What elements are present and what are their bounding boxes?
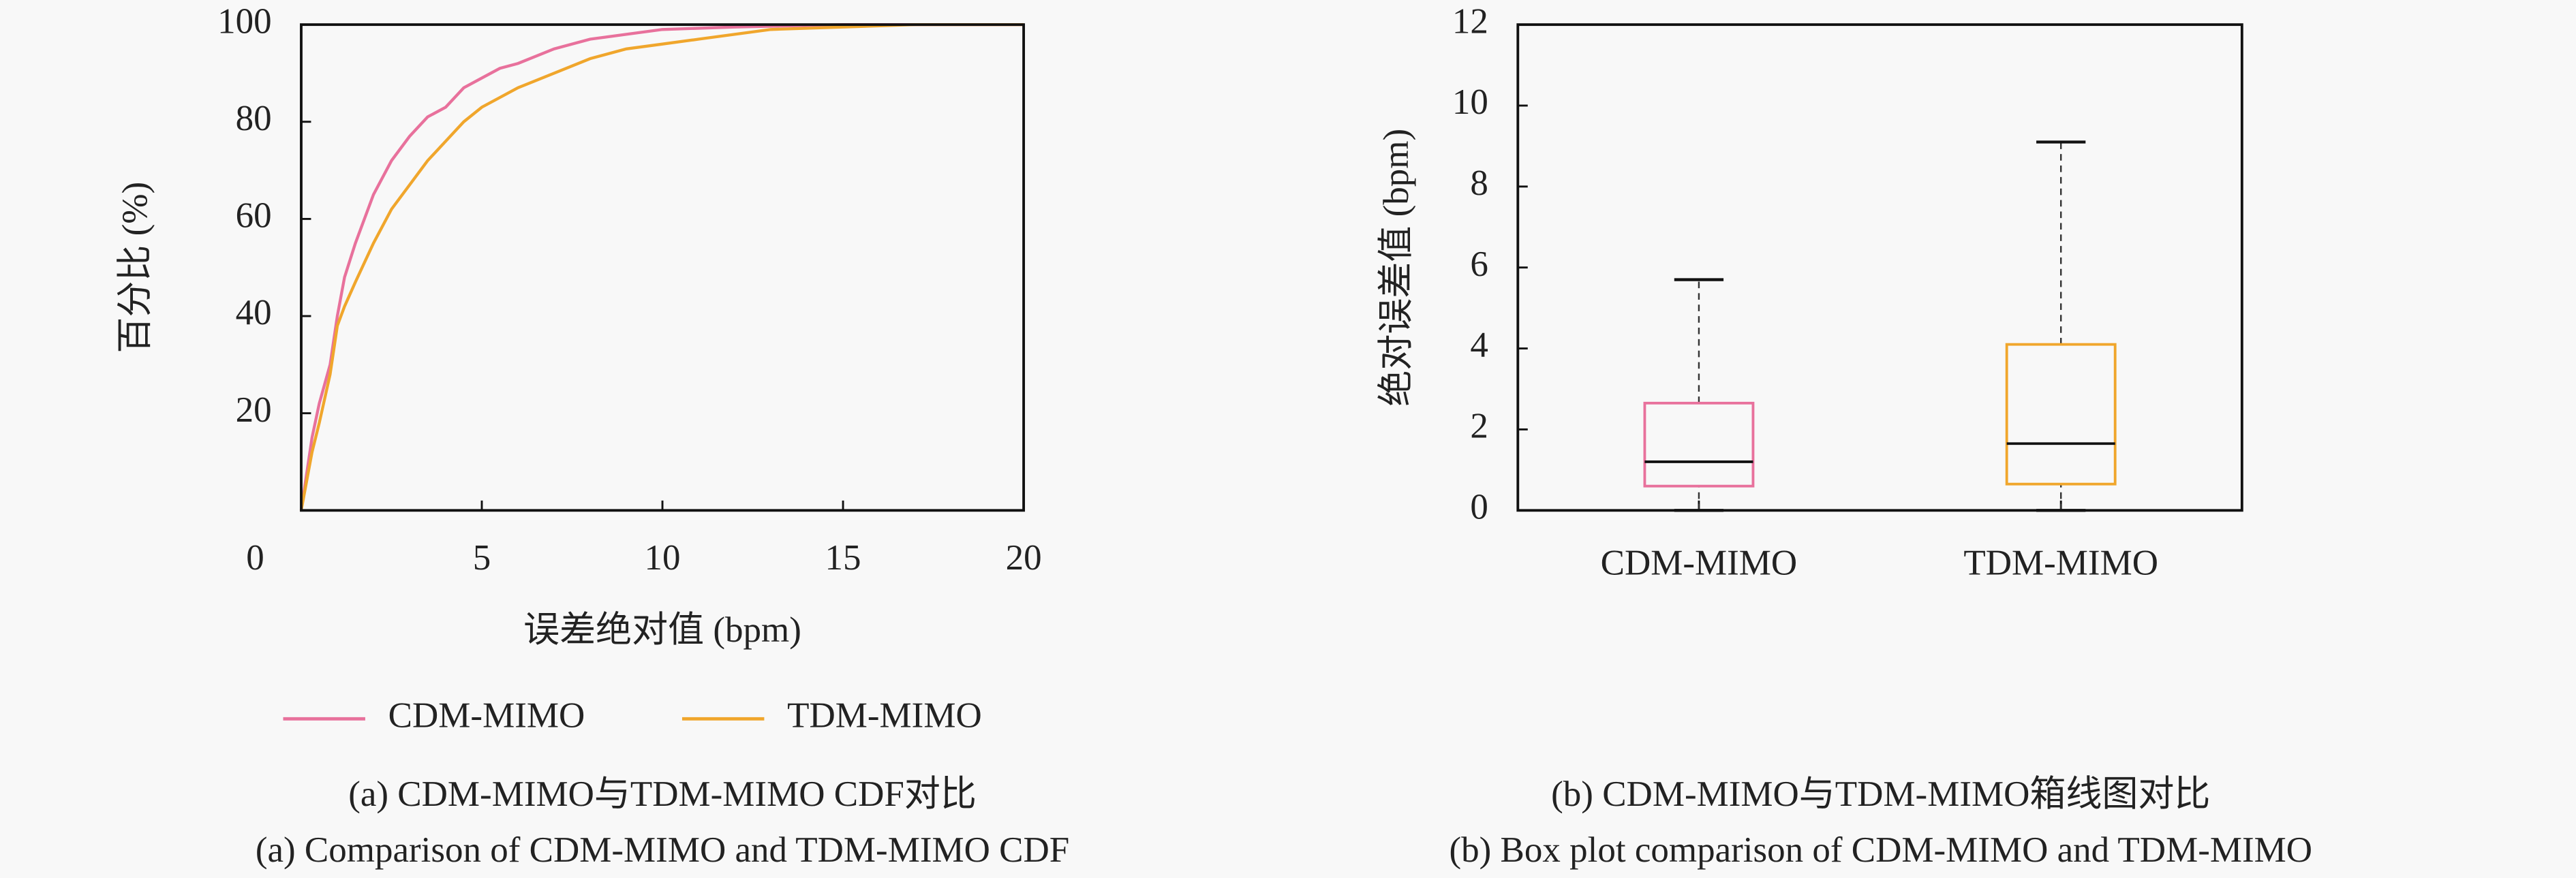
plot-frame <box>1516 23 2243 512</box>
legend-label: TDM-MIMO <box>787 695 982 735</box>
y-tick-label: 12 <box>1452 1 1488 41</box>
y-axis-label: 绝对误差值 (bpm) <box>1377 129 1416 407</box>
box <box>1643 401 1755 488</box>
y-tick-label: 60 <box>236 196 272 236</box>
y-tick-label: 6 <box>1470 245 1488 284</box>
x-tick-label: 15 <box>825 538 861 578</box>
legend-label: CDM-MIMO <box>388 695 585 735</box>
x-tick-label: 10 <box>645 538 681 578</box>
y-tick-label: 80 <box>236 99 272 138</box>
caption-en: (a) Comparison of CDM-MIMO and TDM-MIMO … <box>256 830 1069 870</box>
y-tick-label: 0 <box>1470 487 1488 527</box>
y-tick-label: 2 <box>1470 407 1488 446</box>
caption-en: (b) Box plot comparison of CDM-MIMO and … <box>1450 830 2313 870</box>
cdf-line <box>299 22 1024 511</box>
plot-frame <box>300 23 1026 512</box>
y-tick-label: 40 <box>236 293 272 332</box>
x-tick-label: CDM-MIMO <box>1601 543 1798 582</box>
x-tick-label: 0 <box>246 538 264 578</box>
y-tick-label: 10 <box>1452 82 1488 122</box>
box <box>2005 343 2117 486</box>
y-tick-label: 20 <box>236 390 272 430</box>
x-tick-label: 20 <box>1006 538 1042 578</box>
x-tick-label: 5 <box>473 538 491 578</box>
x-axis-label: 误差绝对值 (bpm) <box>523 610 801 650</box>
y-tick-label: 100 <box>217 1 272 41</box>
caption-zh: (a) CDM-MIMO与TDM-MIMO CDF对比 <box>348 774 977 814</box>
x-tick-label: TDM-MIMO <box>1963 543 2158 582</box>
y-axis-label: 百分比 (%) <box>116 182 155 354</box>
y-tick-label: 8 <box>1470 163 1488 203</box>
cdf-line <box>299 22 1024 511</box>
y-tick-label: 4 <box>1470 326 1488 365</box>
caption-zh: (b) CDM-MIMO与TDM-MIMO箱线图对比 <box>1551 774 2210 814</box>
